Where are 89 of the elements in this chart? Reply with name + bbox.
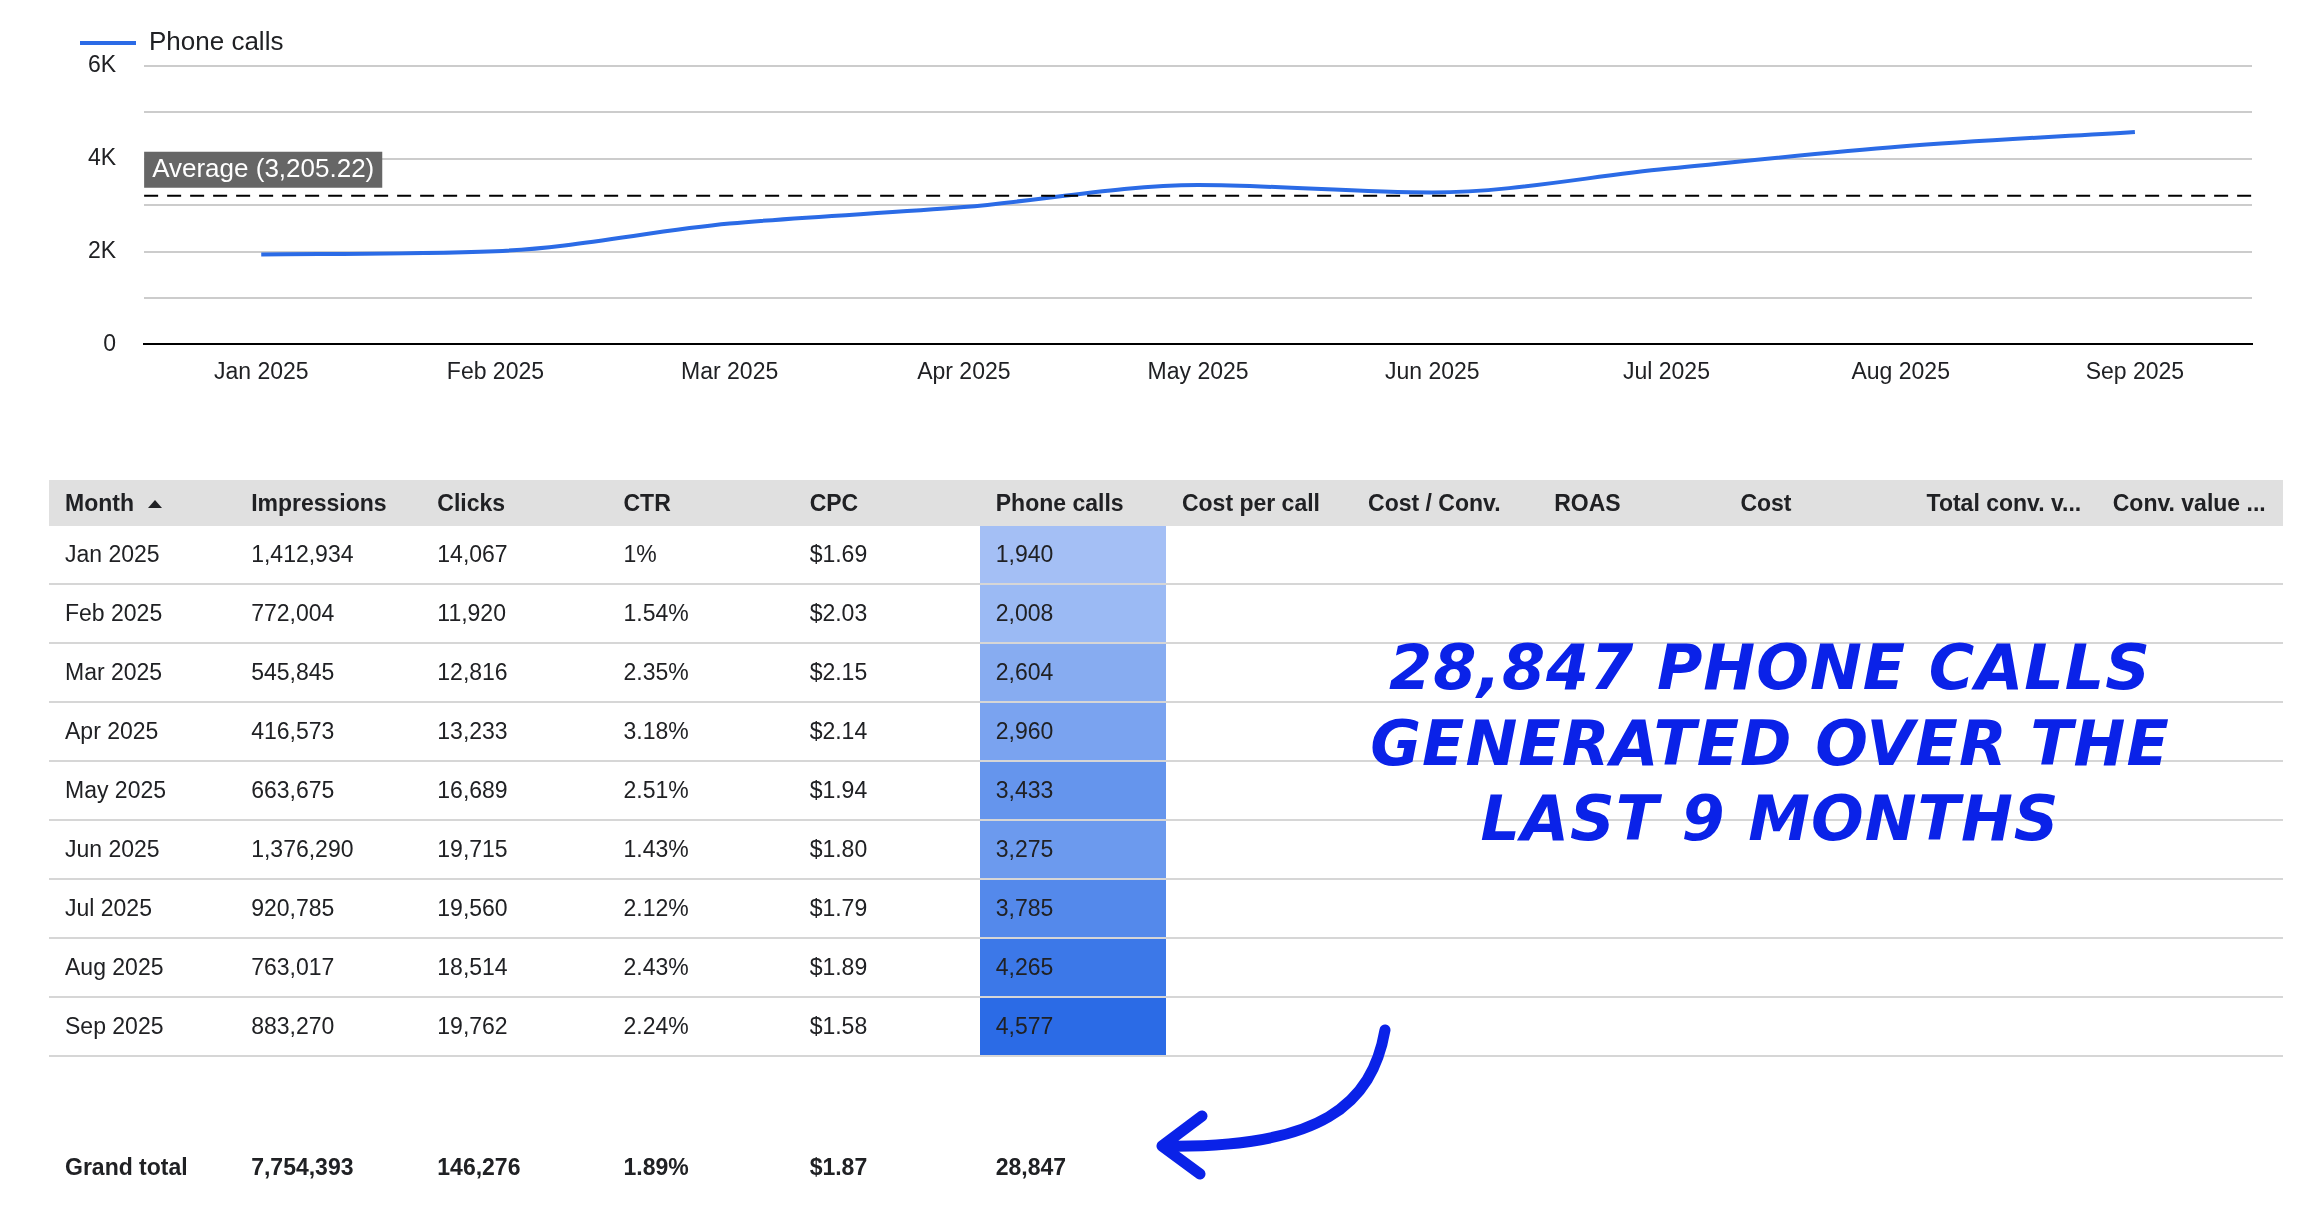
data-label: 2.35% xyxy=(607,643,794,702)
category-label: May 2025 xyxy=(49,761,236,820)
x-tick-label: Jul 2025 xyxy=(1623,357,1710,384)
data-label: 3,785 xyxy=(979,879,1166,938)
data-label: 1.89% xyxy=(622,1152,690,1182)
data-label: $1.79 xyxy=(793,879,980,938)
text: CPC xyxy=(793,480,980,526)
data-label: $2.14 xyxy=(793,702,980,761)
data-label: 1% xyxy=(607,526,794,584)
data-label: 2,008 xyxy=(979,584,1166,643)
ref-line-label: Average (3,205.22) xyxy=(152,152,375,183)
data-label: 1,940 xyxy=(979,526,1166,584)
data-label: 19,560 xyxy=(421,879,608,938)
x-tick-label: Aug 2025 xyxy=(1851,357,1950,384)
text: Impressions xyxy=(235,480,422,526)
data-label: 1.54% xyxy=(607,584,794,643)
category-label: Sep 2025 xyxy=(49,997,236,1056)
data-label: 1,412,934 xyxy=(235,526,422,584)
x-tick-label: Feb 2025 xyxy=(446,357,545,384)
data-label: $2.03 xyxy=(793,584,980,643)
text: Total conv. v... xyxy=(1910,480,2097,526)
data-label: 545,845 xyxy=(235,643,422,702)
text: 28,847 PHONE CALLS GENERATED OVER THE LAST 9 MONTHS xyxy=(1369,630,2171,857)
category-label: Feb 2025 xyxy=(49,584,236,643)
series-label: Phone calls xyxy=(979,480,1166,526)
data-label: 7,754,393 xyxy=(250,1152,355,1182)
data-label: 4,265 xyxy=(979,938,1166,997)
x-tick-label: Sep 2025 xyxy=(2085,357,2185,384)
data-label: $2.15 xyxy=(793,643,980,702)
legend-label: Phone calls xyxy=(149,26,284,57)
data-label: $1.89 xyxy=(793,938,980,997)
category-label: Apr 2025 xyxy=(49,702,236,761)
data-label: 883,270 xyxy=(235,997,422,1056)
text: CTR xyxy=(607,480,794,526)
data-label: 3,433 xyxy=(979,761,1166,820)
data-label: 772,004 xyxy=(235,584,422,643)
data-label: $1.80 xyxy=(793,820,980,879)
x-tick-label: May 2025 xyxy=(1147,357,1249,384)
data-label: $1.69 xyxy=(793,526,980,584)
text: ROAS xyxy=(1538,480,1725,526)
y-tick-label: 2K xyxy=(87,236,117,263)
data-label: 19,762 xyxy=(421,997,608,1056)
data-label: 3.18% xyxy=(607,702,794,761)
text: Cost per call xyxy=(1165,480,1353,526)
category-label: Jan 2025 xyxy=(49,526,236,584)
text: Clicks xyxy=(421,480,608,526)
data-label: 416,573 xyxy=(235,702,422,761)
data-label: 11,920 xyxy=(421,584,608,643)
line-series xyxy=(259,130,2137,257)
x-tick-label: Jun 2025 xyxy=(1384,357,1480,384)
category-label: Grand total xyxy=(64,1152,189,1182)
data-label: 2,604 xyxy=(979,643,1166,702)
data-label: 19,715 xyxy=(421,820,608,879)
data-label: 3,275 xyxy=(979,820,1166,879)
data-label: $1.94 xyxy=(793,761,980,820)
data-label: 28,847 xyxy=(994,1152,1068,1182)
x-tick-label: Jan 2025 xyxy=(213,357,309,384)
data-label: 663,675 xyxy=(235,761,422,820)
data-label: 2.12% xyxy=(607,879,794,938)
data-label: 763,017 xyxy=(235,938,422,997)
x-tick-label: Apr 2025 xyxy=(917,357,1011,384)
category-label: Jun 2025 xyxy=(49,820,236,879)
data-label: 18,514 xyxy=(421,938,608,997)
data-label: 4,577 xyxy=(979,997,1166,1056)
data-label: $1.87 xyxy=(808,1152,869,1182)
data-label: 1.43% xyxy=(607,820,794,879)
data-label: 12,816 xyxy=(421,643,608,702)
data-label: 1,376,290 xyxy=(235,820,422,879)
text: Month xyxy=(49,480,236,526)
x-tick-label: Mar 2025 xyxy=(681,357,779,384)
data-label: 16,689 xyxy=(421,761,608,820)
category-label: Jul 2025 xyxy=(49,879,236,938)
data-label: 2.43% xyxy=(607,938,794,997)
data-label: 13,233 xyxy=(421,702,608,761)
data-label: 146,276 xyxy=(436,1152,522,1182)
category-label: Mar 2025 xyxy=(49,643,236,702)
text: Cost / Conv. xyxy=(1352,480,1539,526)
text: Cost xyxy=(1724,480,1911,526)
data-label: 14,067 xyxy=(421,526,608,584)
data-label: 920,785 xyxy=(235,879,422,938)
y-tick-label: 0 xyxy=(103,329,117,356)
text: Conv. value ... xyxy=(2096,480,2283,526)
category-label: Aug 2025 xyxy=(49,938,236,997)
y-tick-label: 6K xyxy=(87,51,117,78)
data-label: $1.58 xyxy=(793,997,980,1056)
data-label: 2.51% xyxy=(607,761,794,820)
data-label: 2,960 xyxy=(979,702,1166,761)
data-label: 2.24% xyxy=(607,997,794,1056)
y-tick-label: 4K xyxy=(87,144,117,171)
